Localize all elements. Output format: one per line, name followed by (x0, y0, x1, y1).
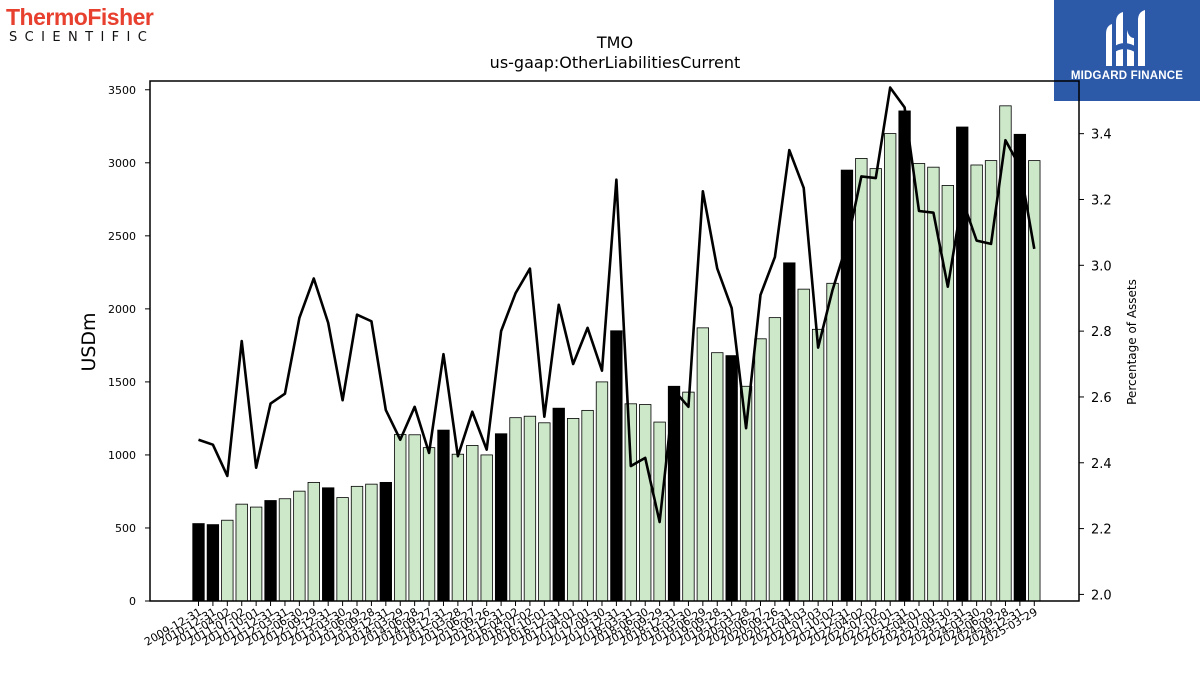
bar-2023-09-30 (941, 185, 954, 602)
bar-2016-07-02 (523, 415, 537, 602)
logo-name-text: MIDGARD FINANCE (1070, 70, 1184, 82)
x-axis: 2009-12-312010-12-312011-04-022011-07-02… (142, 601, 1040, 649)
bar-2021-04-03 (797, 288, 810, 602)
bar-series (192, 105, 1041, 602)
bar-2012-06-30 (293, 490, 306, 602)
bar-2016-12-31 (552, 407, 565, 602)
y2-tick-label: 2.8 (1091, 325, 1112, 340)
y2-axis: 2.0 2.2 2.4 2.6 2.8 3.0 3.2 3.4 (1079, 128, 1112, 603)
bar-2016-04-02 (509, 417, 522, 602)
y-tick-label: 1000 (108, 449, 136, 462)
thermofisher-logo: ThermoFisher SCIENTIFIC (6, 4, 154, 45)
bar-2015-06-27 (466, 445, 479, 602)
bar-2015-12-31 (494, 433, 508, 602)
bar-2014-03-29 (394, 434, 407, 602)
y-tick-label: 1500 (108, 376, 136, 389)
bar-2017-09-30 (595, 381, 609, 602)
bar-2009-12-31 (192, 523, 205, 602)
bar-2019-12-31 (725, 355, 738, 602)
chart-subtitle: us-gaap:OtherLiabilitiesCurrent (490, 53, 741, 72)
line-series (198, 86, 1036, 524)
bar-2020-06-27 (754, 338, 767, 602)
bar-2020-09-26 (768, 317, 782, 602)
bar-2013-06-29 (350, 485, 364, 602)
bar-2019-06-29 (696, 327, 709, 602)
bar-2021-07-03 (811, 328, 825, 602)
bar-2024-09-28 (999, 105, 1012, 602)
logo-sub-text: SCIENTIFIC (9, 30, 155, 45)
bar-2021-12-31 (840, 169, 854, 602)
y-axis: 0 500 1000 1500 2000 2500 3000 3500 (108, 84, 150, 608)
bar-2020-12-31 (783, 262, 796, 602)
bar-2017-07-01 (581, 409, 594, 602)
y2-tick-label: 2.2 (1091, 523, 1112, 538)
bar-2014-12-31 (437, 429, 450, 602)
y2-axis-label: Percentage of Assets (1125, 279, 1139, 405)
y-tick-label: 2500 (108, 230, 136, 243)
bar-2011-12-31 (264, 500, 277, 602)
bar-2016-10-01 (538, 422, 551, 602)
y-tick-label: 2000 (108, 303, 136, 316)
bar-2013-09-28 (365, 483, 378, 602)
bar-2015-09-26 (480, 454, 493, 602)
bar-2019-09-28 (711, 352, 724, 602)
midgard-mark-icon (1106, 10, 1145, 66)
chart-title: TMO (596, 33, 633, 52)
bar-2013-03-30 (336, 497, 349, 602)
y-tick-label: 0 (129, 595, 136, 608)
bar-2014-09-27 (422, 447, 436, 602)
y2-tick-label: 3.4 (1091, 128, 1112, 143)
y-tick-label: 500 (115, 522, 136, 535)
bar-2015-03-28 (451, 453, 465, 602)
bar-2017-12-31 (610, 330, 623, 602)
bar-2022-10-01 (884, 133, 897, 602)
bar-2014-06-28 (408, 434, 421, 602)
bar-2024-12-31 (1013, 133, 1027, 602)
y2-tick-label: 3.2 (1091, 193, 1112, 208)
y2-tick-label: 2.6 (1091, 391, 1112, 406)
bar-2024-06-29 (984, 160, 998, 602)
percentage-line (198, 86, 1036, 524)
bar-2022-07-02 (869, 168, 882, 602)
logo-brand-text: ThermoFisher (6, 4, 154, 30)
bar-2023-12-31 (956, 126, 969, 602)
bar-2012-12-31 (322, 487, 335, 602)
bar-2011-10-01 (249, 506, 263, 602)
y-tick-label: 3000 (108, 157, 136, 170)
bar-2023-04-01 (912, 163, 926, 602)
bar-2011-04-02 (221, 519, 234, 602)
bar-2010-12-31 (206, 524, 220, 602)
y-tick-label: 3500 (108, 84, 136, 97)
bar-2022-04-02 (855, 158, 868, 602)
y2-tick-label: 2.0 (1091, 588, 1112, 603)
bar-2022-12-31 (898, 110, 911, 602)
bar-2012-09-29 (307, 481, 320, 602)
bar-2019-03-30 (682, 391, 695, 602)
bar-2011-07-02 (235, 503, 248, 602)
y2-tick-label: 2.4 (1091, 457, 1112, 472)
y-axis-label: USDm (78, 312, 100, 371)
bar-2013-12-31 (379, 481, 392, 602)
bar-2012-03-31 (278, 498, 292, 602)
bar-2017-04-01 (567, 418, 580, 602)
bar-2018-03-31 (624, 403, 637, 602)
y2-tick-label: 3.0 (1091, 259, 1112, 274)
bar-2018-06-30 (639, 404, 652, 602)
bar-2021-10-02 (826, 282, 839, 602)
plot-frame (149, 80, 1080, 602)
